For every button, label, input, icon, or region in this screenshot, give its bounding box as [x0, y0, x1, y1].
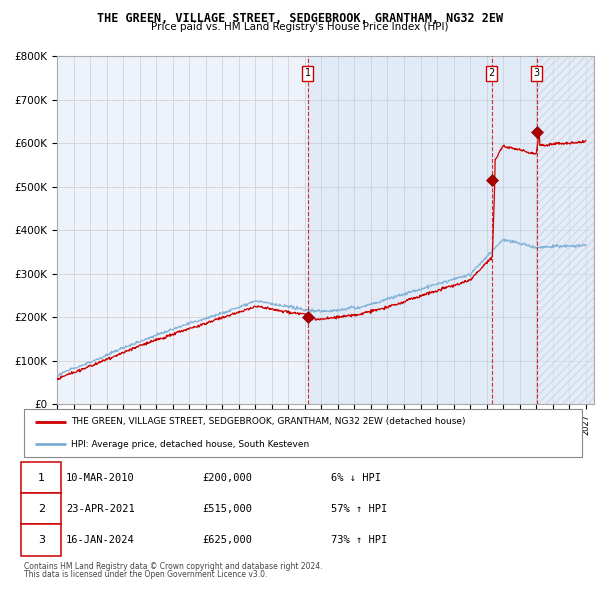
Bar: [308, 56, 537, 404]
Text: 2: 2: [38, 504, 45, 514]
Text: 23-APR-2021: 23-APR-2021: [66, 504, 134, 514]
Text: 3: 3: [38, 535, 45, 545]
Text: 6% ↓ HPI: 6% ↓ HPI: [331, 473, 381, 483]
Text: £625,000: £625,000: [203, 535, 253, 545]
Text: 16-JAN-2024: 16-JAN-2024: [66, 535, 134, 545]
Bar: [537, 56, 594, 404]
Text: 3: 3: [534, 68, 540, 78]
Text: This data is licensed under the Open Government Licence v3.0.: This data is licensed under the Open Gov…: [24, 570, 268, 579]
Bar: [537, 56, 594, 404]
Text: 57% ↑ HPI: 57% ↑ HPI: [331, 504, 387, 514]
Text: 1: 1: [38, 473, 45, 483]
FancyBboxPatch shape: [21, 462, 61, 493]
Text: THE GREEN, VILLAGE STREET, SEDGEBROOK, GRANTHAM, NG32 2EW (detached house): THE GREEN, VILLAGE STREET, SEDGEBROOK, G…: [71, 418, 466, 427]
Text: 2: 2: [488, 68, 495, 78]
Text: HPI: Average price, detached house, South Kesteven: HPI: Average price, detached house, Sout…: [71, 440, 310, 448]
FancyBboxPatch shape: [21, 525, 61, 556]
Text: 1: 1: [305, 68, 311, 78]
Text: THE GREEN, VILLAGE STREET, SEDGEBROOK, GRANTHAM, NG32 2EW: THE GREEN, VILLAGE STREET, SEDGEBROOK, G…: [97, 12, 503, 25]
Text: Price paid vs. HM Land Registry's House Price Index (HPI): Price paid vs. HM Land Registry's House …: [151, 22, 449, 32]
Text: 73% ↑ HPI: 73% ↑ HPI: [331, 535, 387, 545]
Text: £200,000: £200,000: [203, 473, 253, 483]
FancyBboxPatch shape: [21, 493, 61, 525]
Text: £515,000: £515,000: [203, 504, 253, 514]
Text: Contains HM Land Registry data © Crown copyright and database right 2024.: Contains HM Land Registry data © Crown c…: [24, 562, 323, 571]
Text: 10-MAR-2010: 10-MAR-2010: [66, 473, 134, 483]
